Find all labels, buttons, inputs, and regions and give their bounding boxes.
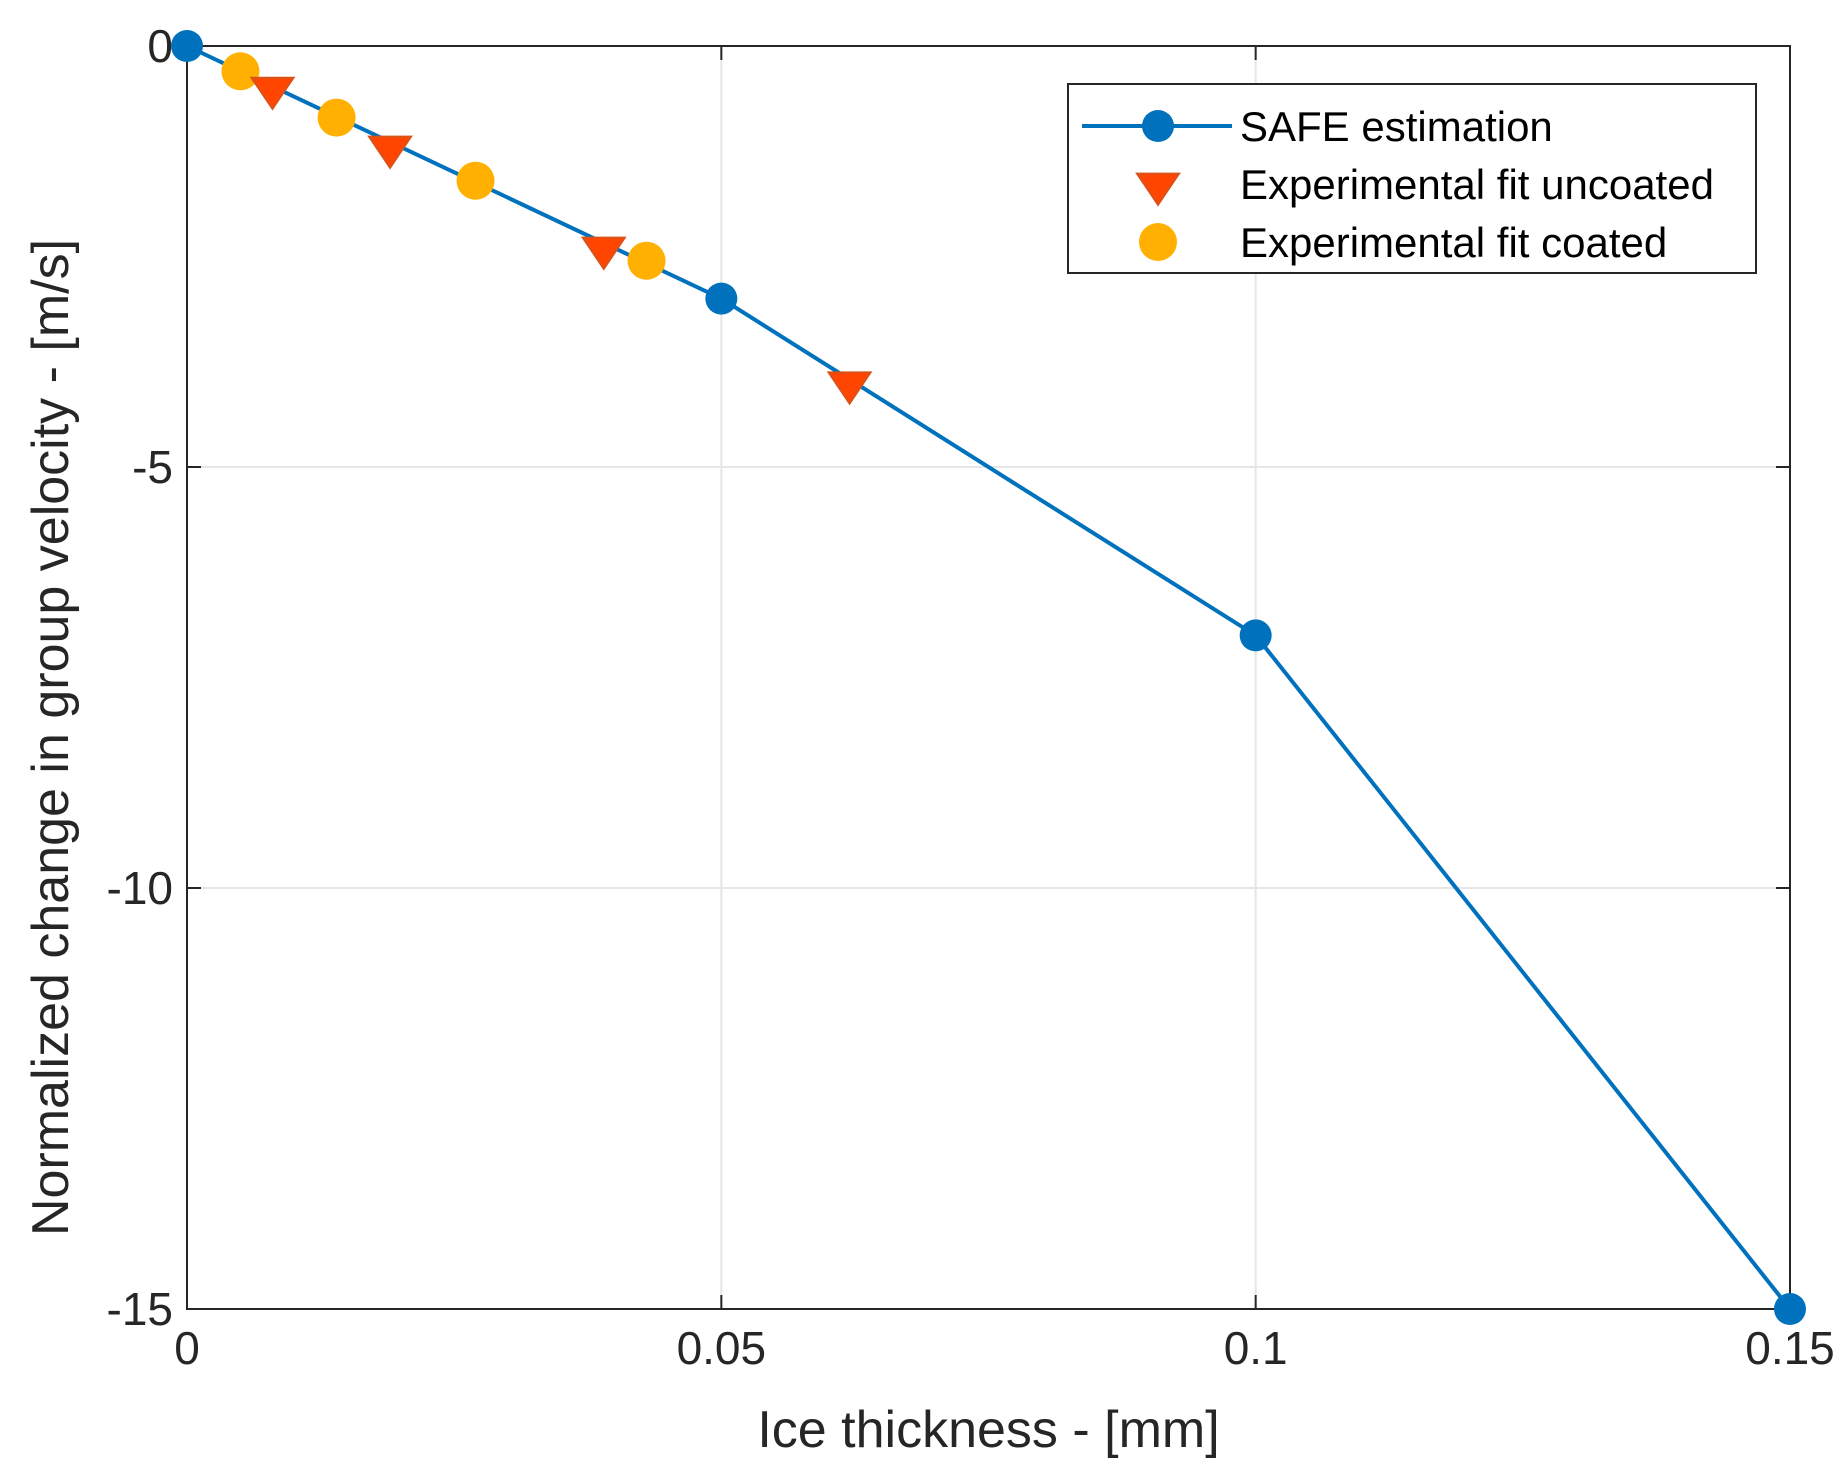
legend-box [1067,83,1757,274]
uncoated-point [580,236,627,271]
legend-marker-uncoated [1135,172,1181,207]
coated-point [221,52,260,91]
safe-estimation-point [171,30,203,62]
legend-marker-safe [1142,110,1174,142]
uncoated-point [367,135,413,170]
x-tick-label: 0.15 [1745,1322,1835,1374]
series [171,30,1806,1325]
safe-estimation-point [1239,619,1272,652]
legend-label-uncoated: Experimental fit uncoated [1240,161,1714,208]
y-tick-label: -10 [107,862,173,914]
x-tick-label: 0.1 [1224,1322,1288,1374]
uncoated-point [826,371,873,406]
x-tick-label: 0 [174,1322,200,1374]
legend-marker-coated [1139,223,1177,261]
y-tick-label: 0 [147,20,173,72]
coated-point [627,241,666,280]
plot-area-frame [186,45,1791,1310]
legend-label-coated: Experimental fit coated [1240,219,1667,266]
x-tick-label: 0.05 [677,1322,767,1374]
legend-label-safe: SAFE estimation [1240,103,1553,150]
safe-estimation-point [705,282,738,315]
x-axis-label: Ice thickness - [mm] [757,1401,1219,1459]
legend: SAFE estimation Experimental fit uncoate… [1067,83,1757,274]
coated-point [317,98,356,137]
tick-labels: 0 0.05 0.1 0.15 0 -5 -10 -15 [107,20,1835,1374]
safe-estimation-point [1774,1293,1806,1325]
uncoated-point [249,76,296,111]
safe-estimation-line [186,44,1792,1311]
y-tick-label: -15 [107,1283,173,1335]
y-axis-label: Normalized change in group velocity - [m… [22,239,80,1236]
coated-point [456,161,495,200]
y-tick-label: -5 [132,441,173,493]
